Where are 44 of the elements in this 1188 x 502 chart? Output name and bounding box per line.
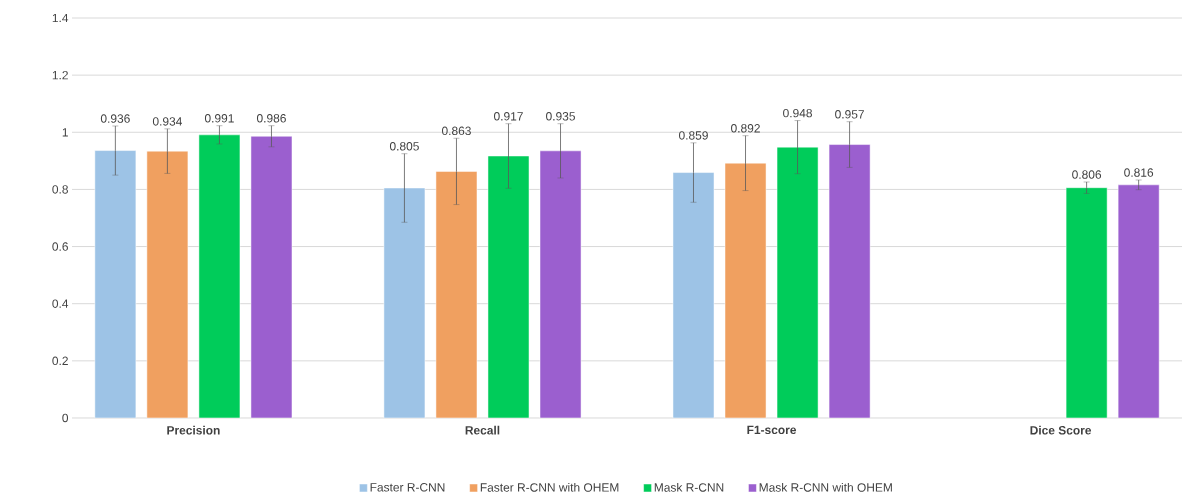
data-label: 0.892 <box>731 124 760 133</box>
data-label: 0.935 <box>546 112 575 121</box>
data-label: 0.986 <box>256 114 286 123</box>
data-label: 0.934 <box>152 117 183 126</box>
bar <box>250 136 293 418</box>
x-tick-label: Precision <box>167 425 220 435</box>
legend-label: Faster R-CNN <box>370 483 445 492</box>
data-label: 0.936 <box>100 114 130 123</box>
data-label: 0.917 <box>494 112 523 121</box>
bar <box>724 162 767 418</box>
y-tick-label: 1.2 <box>52 70 68 80</box>
y-tick-label: 0.4 <box>52 299 69 308</box>
bar <box>383 187 426 418</box>
bar <box>672 172 715 418</box>
y-tick-label: 0.8 <box>52 185 68 194</box>
bar <box>435 171 478 418</box>
bar <box>146 150 189 418</box>
data-label: 0.948 <box>783 108 812 118</box>
y-tick-label: 0.6 <box>52 242 68 251</box>
legend-label: Faster R-CNN with OHEM <box>480 482 619 492</box>
bar <box>1117 184 1160 418</box>
bar <box>539 150 582 418</box>
y-tick-label: 1.4 <box>52 13 69 23</box>
y-tick-label: 0.2 <box>52 356 68 366</box>
y-tick-label: 1 <box>62 128 68 137</box>
bar <box>828 144 871 418</box>
bar <box>198 134 241 418</box>
bar <box>487 155 530 418</box>
bar <box>94 150 137 418</box>
legend-label: Mask R-CNN with OHEM <box>759 482 892 492</box>
data-label: 0.805 <box>389 142 419 151</box>
bar <box>1065 187 1108 418</box>
x-tick-label: Dice Score <box>1030 425 1092 435</box>
data-label: 0.806 <box>1072 170 1102 179</box>
data-label: 0.859 <box>679 131 708 140</box>
data-label: 0.816 <box>1124 168 1154 177</box>
data-label: 0.991 <box>204 114 234 123</box>
x-tick-label: Recall <box>465 425 500 435</box>
data-label: 0.957 <box>835 110 864 119</box>
data-label: 0.863 <box>441 126 471 136</box>
x-tick-label: F1-score <box>747 425 797 435</box>
legend-label: Mask R-CNN <box>654 482 724 492</box>
bar <box>776 146 819 418</box>
y-tick-label: 0 <box>62 413 69 423</box>
